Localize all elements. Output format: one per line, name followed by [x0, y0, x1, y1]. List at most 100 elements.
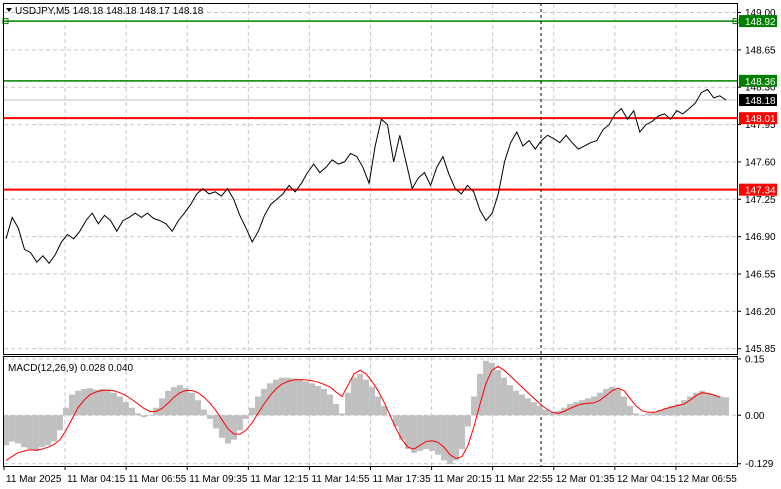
level-tag-label: 147.34 [745, 186, 776, 197]
macd-histogram-bar [543, 409, 549, 416]
macd-histogram-bar [357, 373, 363, 416]
macd-histogram-bar [219, 415, 225, 438]
macd-histogram-bar [27, 415, 33, 450]
level-tag-background [739, 15, 777, 28]
macd-histogram-bar [399, 415, 405, 440]
macd-histogram-bar [345, 392, 351, 416]
time-tick-label: 11 Mar 12:15 [250, 474, 309, 485]
macd-histogram-bar [525, 398, 531, 416]
macd-histogram-bar [351, 377, 357, 416]
macd-histogram-bar [81, 388, 87, 416]
macd-histogram-bar [15, 415, 21, 444]
price-line-group [5, 88, 727, 265]
last-price-tag-background [739, 94, 777, 107]
macd-histogram-bar [435, 415, 441, 455]
macd-histogram-bar [495, 370, 501, 416]
macd-histogram-bar [597, 392, 603, 416]
macd-histogram-bar [417, 415, 423, 451]
macd-histogram-bar [423, 415, 429, 450]
price-tick-label: 145.85 [745, 344, 776, 355]
macd-histogram-bar [675, 403, 681, 416]
macd-histogram-bar [603, 388, 609, 416]
macd-histogram-bar [261, 388, 267, 416]
macd-histogram-bar [141, 415, 147, 418]
macd-histogram-bar [123, 402, 129, 416]
macd-histogram-bar [147, 415, 153, 416]
macd-histogram-bar [627, 405, 633, 416]
macd-histogram-bar [129, 407, 135, 416]
macd-histogram-bar [465, 415, 471, 427]
macd-histogram-bar [315, 385, 321, 416]
macd-histogram-bar [321, 388, 327, 416]
macd-histogram-bar [453, 415, 459, 461]
macd-histogram-bar [3, 415, 9, 446]
macd-histogram-bar [609, 387, 615, 416]
macd-histogram-bar [705, 392, 711, 416]
macd-histogram-bar [681, 400, 687, 416]
price-tick-label: 146.20 [745, 307, 776, 318]
level-tag-label: 148.92 [745, 17, 776, 28]
macd-histogram-bar [687, 396, 693, 416]
time-tick-label: 12 Mar 04:15 [617, 474, 676, 485]
macd-histogram-bar [99, 388, 105, 416]
macd-histogram-bar [183, 388, 189, 416]
macd-tick-label: 0.15 [745, 354, 765, 365]
time-tick-label: 11 Mar 06:55 [128, 474, 187, 485]
level-tag-label: 148.36 [745, 77, 776, 88]
macd-histogram-bar [249, 407, 255, 416]
macd-histogram-bar [105, 389, 111, 416]
macd-tick-label: 0.00 [745, 411, 765, 422]
macd-histogram-bar [87, 388, 93, 416]
macd-histogram-bar [63, 407, 69, 416]
level-tag-background [739, 183, 777, 196]
macd-histogram-bar [33, 415, 39, 451]
macd-histogram-bar [549, 412, 555, 416]
macd-histogram-bar [483, 360, 489, 416]
macd-histogram-bar [195, 400, 201, 416]
macd-histogram-bar [93, 389, 99, 416]
macd-signal-group [5, 365, 721, 461]
macd-histogram-bar [657, 409, 663, 416]
macd-histogram-bar [405, 415, 411, 450]
time-tick-label: 12 Mar 06:55 [678, 474, 737, 485]
macd-histogram-bar [717, 396, 723, 416]
macd-histogram-bar [309, 383, 315, 416]
macd-histogram-bar [651, 411, 657, 416]
macd-histogram-bar [159, 398, 165, 416]
time-tick-label: 11 Mar 09:35 [189, 474, 248, 485]
macd-histogram-bar [117, 396, 123, 416]
macd-histogram-bar [135, 413, 141, 416]
macd-axis: 0.15 0.00 -0.129 [737, 354, 774, 470]
macd-histogram-bar [171, 387, 177, 416]
price-tick-label: 148.30 [745, 83, 776, 94]
time-tick-label: 11 Mar 04:15 [67, 474, 126, 485]
last-price-tag-label: 148.18 [745, 96, 776, 107]
macd-histogram-bar [201, 409, 207, 416]
macd-histogram-bar [207, 415, 213, 420]
macd-histogram-bar [177, 385, 183, 416]
symbol-dropdown-icon[interactable] [6, 8, 12, 12]
price-tick-label: 149.00 [745, 8, 776, 19]
macd-histogram-bar [645, 413, 651, 416]
macd-histogram-bar [273, 379, 279, 416]
macd-histogram-bar [621, 396, 627, 416]
macd-histogram-bar [285, 377, 291, 416]
price-series-line [5, 88, 727, 265]
macd-histogram-bar [537, 405, 543, 416]
macd-histogram-bar [363, 379, 369, 416]
macd-histogram-bar [429, 415, 435, 451]
macd-histogram-bar [567, 403, 573, 416]
time-tick-label: 11 Mar 14:55 [311, 474, 370, 485]
macd-histogram-bar [489, 362, 495, 416]
macd-histogram-bar [333, 403, 339, 416]
time-tick-label: 11 Mar 22:55 [495, 474, 554, 485]
macd-histogram-bar [237, 415, 243, 431]
chart-header: USDJPY,M5 148.18 148.18 148.17 148.18 [15, 6, 204, 17]
macd-histogram-bar [585, 398, 591, 416]
price-tick-label: 146.90 [745, 232, 776, 243]
macd-histogram-bar [573, 402, 579, 416]
macd-histogram-bar [69, 394, 75, 416]
macd-histogram-bar [723, 397, 729, 416]
macd-histogram-bar [639, 415, 645, 416]
